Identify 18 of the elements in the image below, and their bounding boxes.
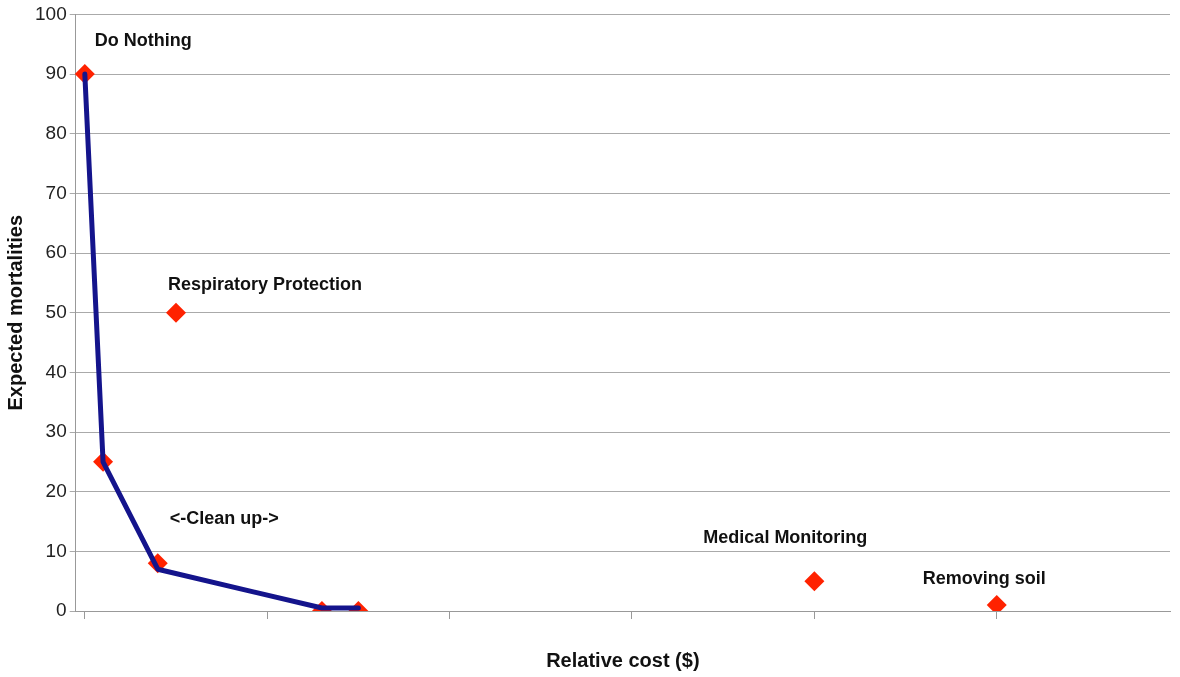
y-tick-label: 10	[45, 539, 67, 561]
y-tick-label: 30	[45, 420, 67, 442]
x-axis-title: Relative cost ($)	[546, 648, 700, 671]
annotation: Medical Monitoring	[703, 527, 868, 548]
y-tick-label: 50	[45, 300, 67, 322]
y-tick-label: 90	[45, 62, 67, 84]
annotation: Respiratory Protection	[168, 273, 363, 294]
y-tick-label: 80	[45, 121, 67, 143]
y-tick-label: 0	[56, 599, 67, 621]
y-tick-label: 100	[35, 2, 67, 24]
annotation: Removing soil	[922, 568, 1046, 588]
y-tick-label: 70	[45, 181, 67, 203]
y-tick-label: 60	[45, 241, 67, 263]
y-axis-title: Expected mortalities	[3, 214, 26, 411]
annotation: <-Clean up->	[169, 508, 279, 529]
y-tick-label: 40	[45, 360, 67, 382]
y-tick-label: 20	[45, 479, 67, 501]
annotation: Do Nothing	[94, 30, 192, 51]
